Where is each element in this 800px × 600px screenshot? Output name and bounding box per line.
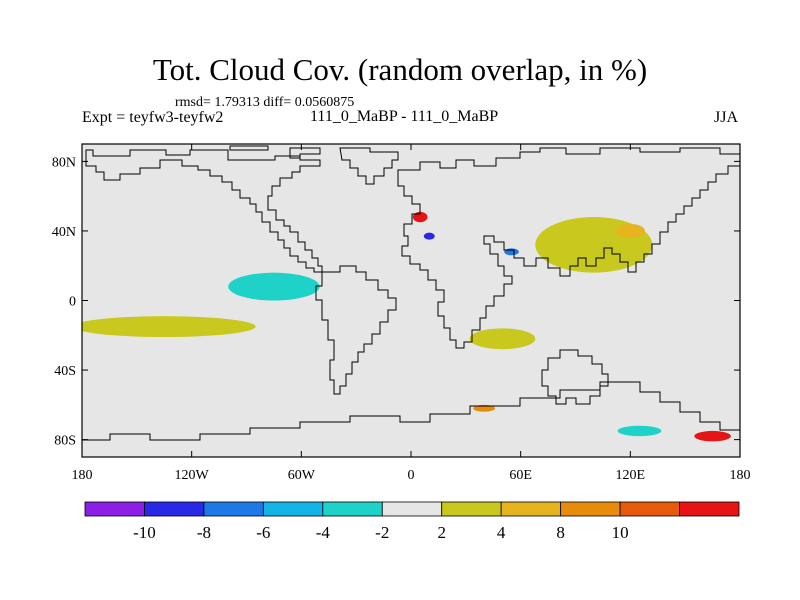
colorbar-swatch-7 (441, 501, 502, 517)
x-axis: 180 120W 60W 0 60E 120E 180 (72, 144, 751, 483)
colorbar-swatch-6 (381, 501, 443, 517)
anomaly-region-9 (473, 404, 496, 412)
colorbar-label: 2 (437, 523, 446, 542)
colorbar-swatch-10 (619, 501, 680, 517)
x-tick-label: 60E (509, 468, 532, 483)
anomaly-region-8 (504, 248, 519, 256)
x-tick-label: 120E (616, 468, 646, 483)
colorbar-label: -10 (133, 523, 156, 542)
anomaly-region-2 (82, 316, 256, 338)
coast-north-america (85, 149, 323, 273)
colorbar-swatch-4 (262, 501, 324, 517)
y-tick-label: 40N (52, 225, 76, 240)
y-tick-label: 80S (54, 434, 76, 449)
x-tick-label: 60W (288, 468, 316, 483)
coast-south-america (315, 265, 397, 395)
colorbar-swatch-1 (84, 501, 145, 517)
stats-line: rmsd= 1.79313 diff= 0.0560875 (175, 95, 355, 110)
colorbar-swatch-5 (322, 501, 383, 517)
colorbar-label: -6 (256, 523, 270, 542)
x-tick-label: 180 (730, 468, 751, 483)
colorbar-label: 8 (556, 523, 565, 542)
y-tick-label: 0 (69, 295, 76, 310)
chart-title: Tot. Cloud Cov. (random overlap, in %) (152, 52, 648, 87)
coastlines (82, 145, 740, 457)
colorbar-swatch-11 (679, 501, 740, 517)
coast-arctic-islands (229, 145, 321, 159)
coast-antarctica (82, 381, 740, 457)
y-tick-label: 40S (54, 364, 76, 379)
y-axis: 80N 40N 0 40S 80S (52, 155, 740, 449)
anomaly-region-1 (228, 272, 320, 301)
colorbar-label: -8 (197, 523, 211, 542)
anomaly-region-3 (469, 328, 536, 350)
anomaly-region-11 (694, 430, 731, 442)
map-background (82, 144, 740, 457)
colorbar-swatch-8 (500, 501, 562, 517)
x-tick-label: 0 (408, 468, 415, 483)
colorbar: -10 -8 -6 -4 -2 2 4 8 10 (84, 501, 740, 542)
season-label: JJA (714, 109, 739, 126)
colorbar-label: -2 (375, 523, 389, 542)
x-tick-label: 180 (72, 468, 93, 483)
x-tick-label: 120W (175, 468, 210, 483)
anomaly-region-7 (423, 232, 435, 240)
anomaly-region-10 (617, 425, 662, 437)
y-tick-label: 80N (52, 155, 76, 170)
colorbar-swatch-2 (144, 501, 205, 517)
anomaly-region-5 (615, 223, 645, 238)
colorbar-label: 4 (497, 523, 506, 542)
colorbar-swatch-9 (560, 501, 621, 517)
colorbar-label: 10 (612, 523, 629, 542)
experiment-label: Expt = teyfw3-teyfw2 (82, 109, 224, 126)
coast-australia (541, 349, 609, 405)
anomaly-features (82, 211, 731, 442)
case-label: 111_0_MaBP - 111_0_MaBP (310, 108, 499, 125)
coast-greenland (339, 147, 399, 185)
colorbar-label: -4 (316, 523, 331, 542)
coast-eurasia-africa (397, 147, 740, 349)
colorbar-swatch-3 (203, 501, 264, 517)
